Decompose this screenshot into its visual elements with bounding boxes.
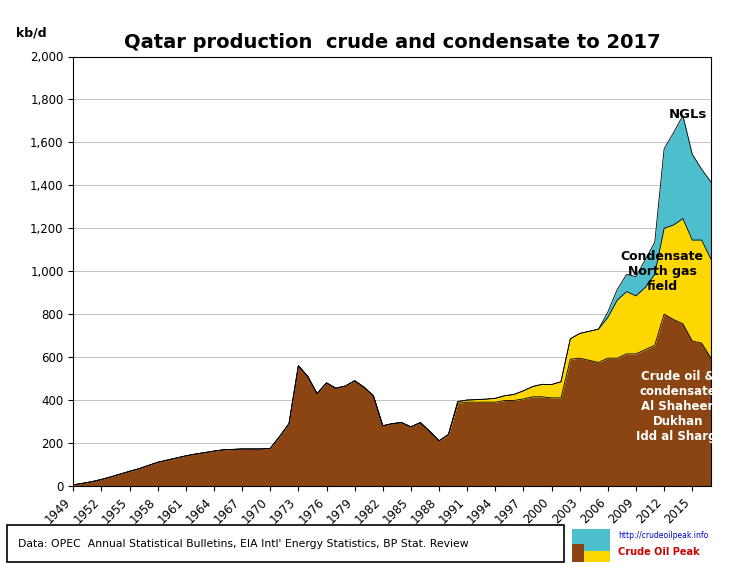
- Text: http://crudeoilpeak.info: http://crudeoilpeak.info: [618, 531, 708, 540]
- Text: Data: OPEC  Annual Statistical Bulletins, EIA Intl' Energy Statistics, BP Stat. : Data: OPEC Annual Statistical Bulletins,…: [18, 539, 469, 549]
- Text: Condensate
North gas
field: Condensate North gas field: [621, 250, 704, 293]
- FancyBboxPatch shape: [572, 551, 610, 562]
- Text: Crude oil &
condensate
Al Shaheen
Dukhan
Idd al Shargi: Crude oil & condensate Al Shaheen Dukhan…: [636, 370, 721, 443]
- FancyBboxPatch shape: [572, 544, 584, 562]
- Text: kb/d: kb/d: [16, 27, 46, 40]
- FancyBboxPatch shape: [572, 529, 610, 551]
- Text: Crude Oil Peak: Crude Oil Peak: [618, 547, 699, 557]
- FancyBboxPatch shape: [7, 525, 564, 562]
- Text: NGLs: NGLs: [668, 108, 707, 121]
- Title: Qatar production  crude and condensate to 2017: Qatar production crude and condensate to…: [124, 33, 660, 52]
